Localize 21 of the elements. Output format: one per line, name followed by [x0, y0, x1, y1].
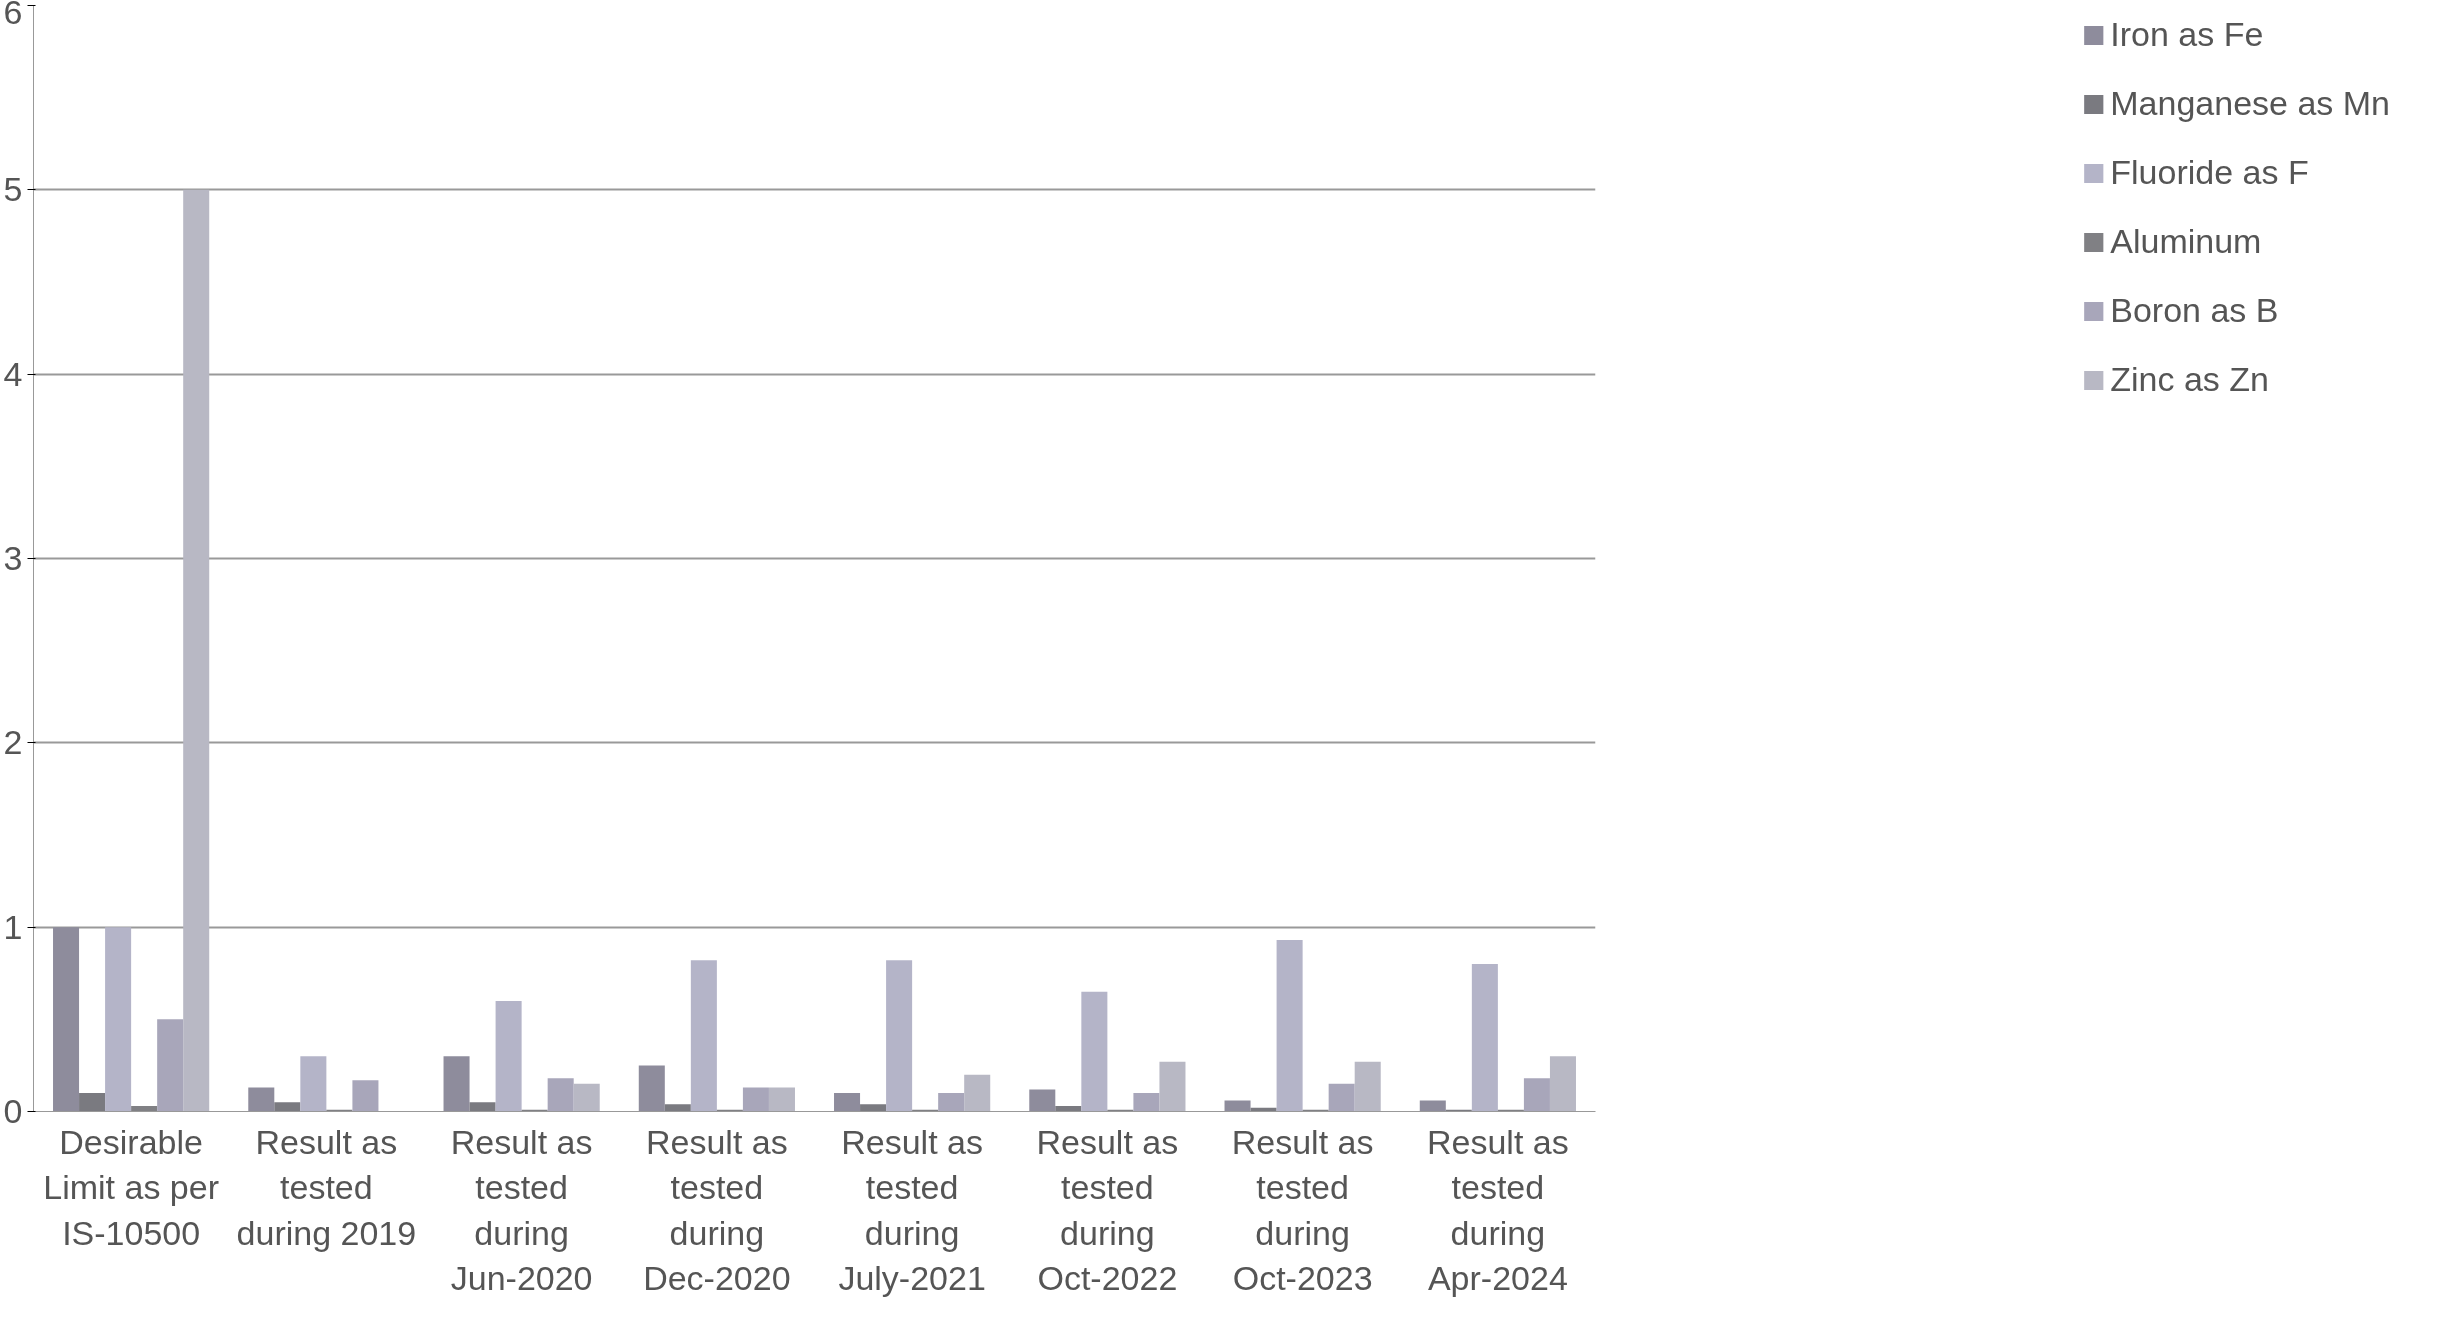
y-tick-label: 5 [3, 170, 23, 209]
x-tick-label: Result as tested during Jun-2020 [450, 1122, 593, 1298]
x-tick-label: Result as tested during Oct-2023 [1231, 1122, 1374, 1298]
x-tick-label: Result as tested during July-2021 [838, 1122, 986, 1298]
y-tick-label: 2 [3, 723, 23, 762]
legend-label: Boron as B [2110, 291, 2279, 330]
legend-label: Aluminum [2110, 222, 2262, 261]
y-tick-label: 1 [3, 907, 23, 946]
legend-label: Zinc as Zn [2110, 360, 2269, 399]
x-tick-label: Result as tested during Oct-2022 [1036, 1122, 1179, 1298]
x-tick-label: Result as tested during 2019 [236, 1122, 417, 1252]
x-tick-label: Result as tested during Apr-2024 [1427, 1122, 1569, 1298]
x-tick-label: Desirable Limit as per IS-10500 [43, 1122, 219, 1252]
legend-label: Fluoride as F [2110, 153, 2309, 192]
y-tick-label: 3 [3, 539, 23, 577]
legend-label: Iron as Fe [2110, 15, 2264, 54]
x-tick-label: Result as tested during Dec-2020 [643, 1122, 791, 1298]
y-tick-label: 0 [3, 1092, 23, 1130]
y-tick-label: 4 [3, 354, 23, 393]
legend-label: Manganese as Mn [2110, 84, 2390, 123]
y-tick-label: 6 [3, 0, 23, 31]
